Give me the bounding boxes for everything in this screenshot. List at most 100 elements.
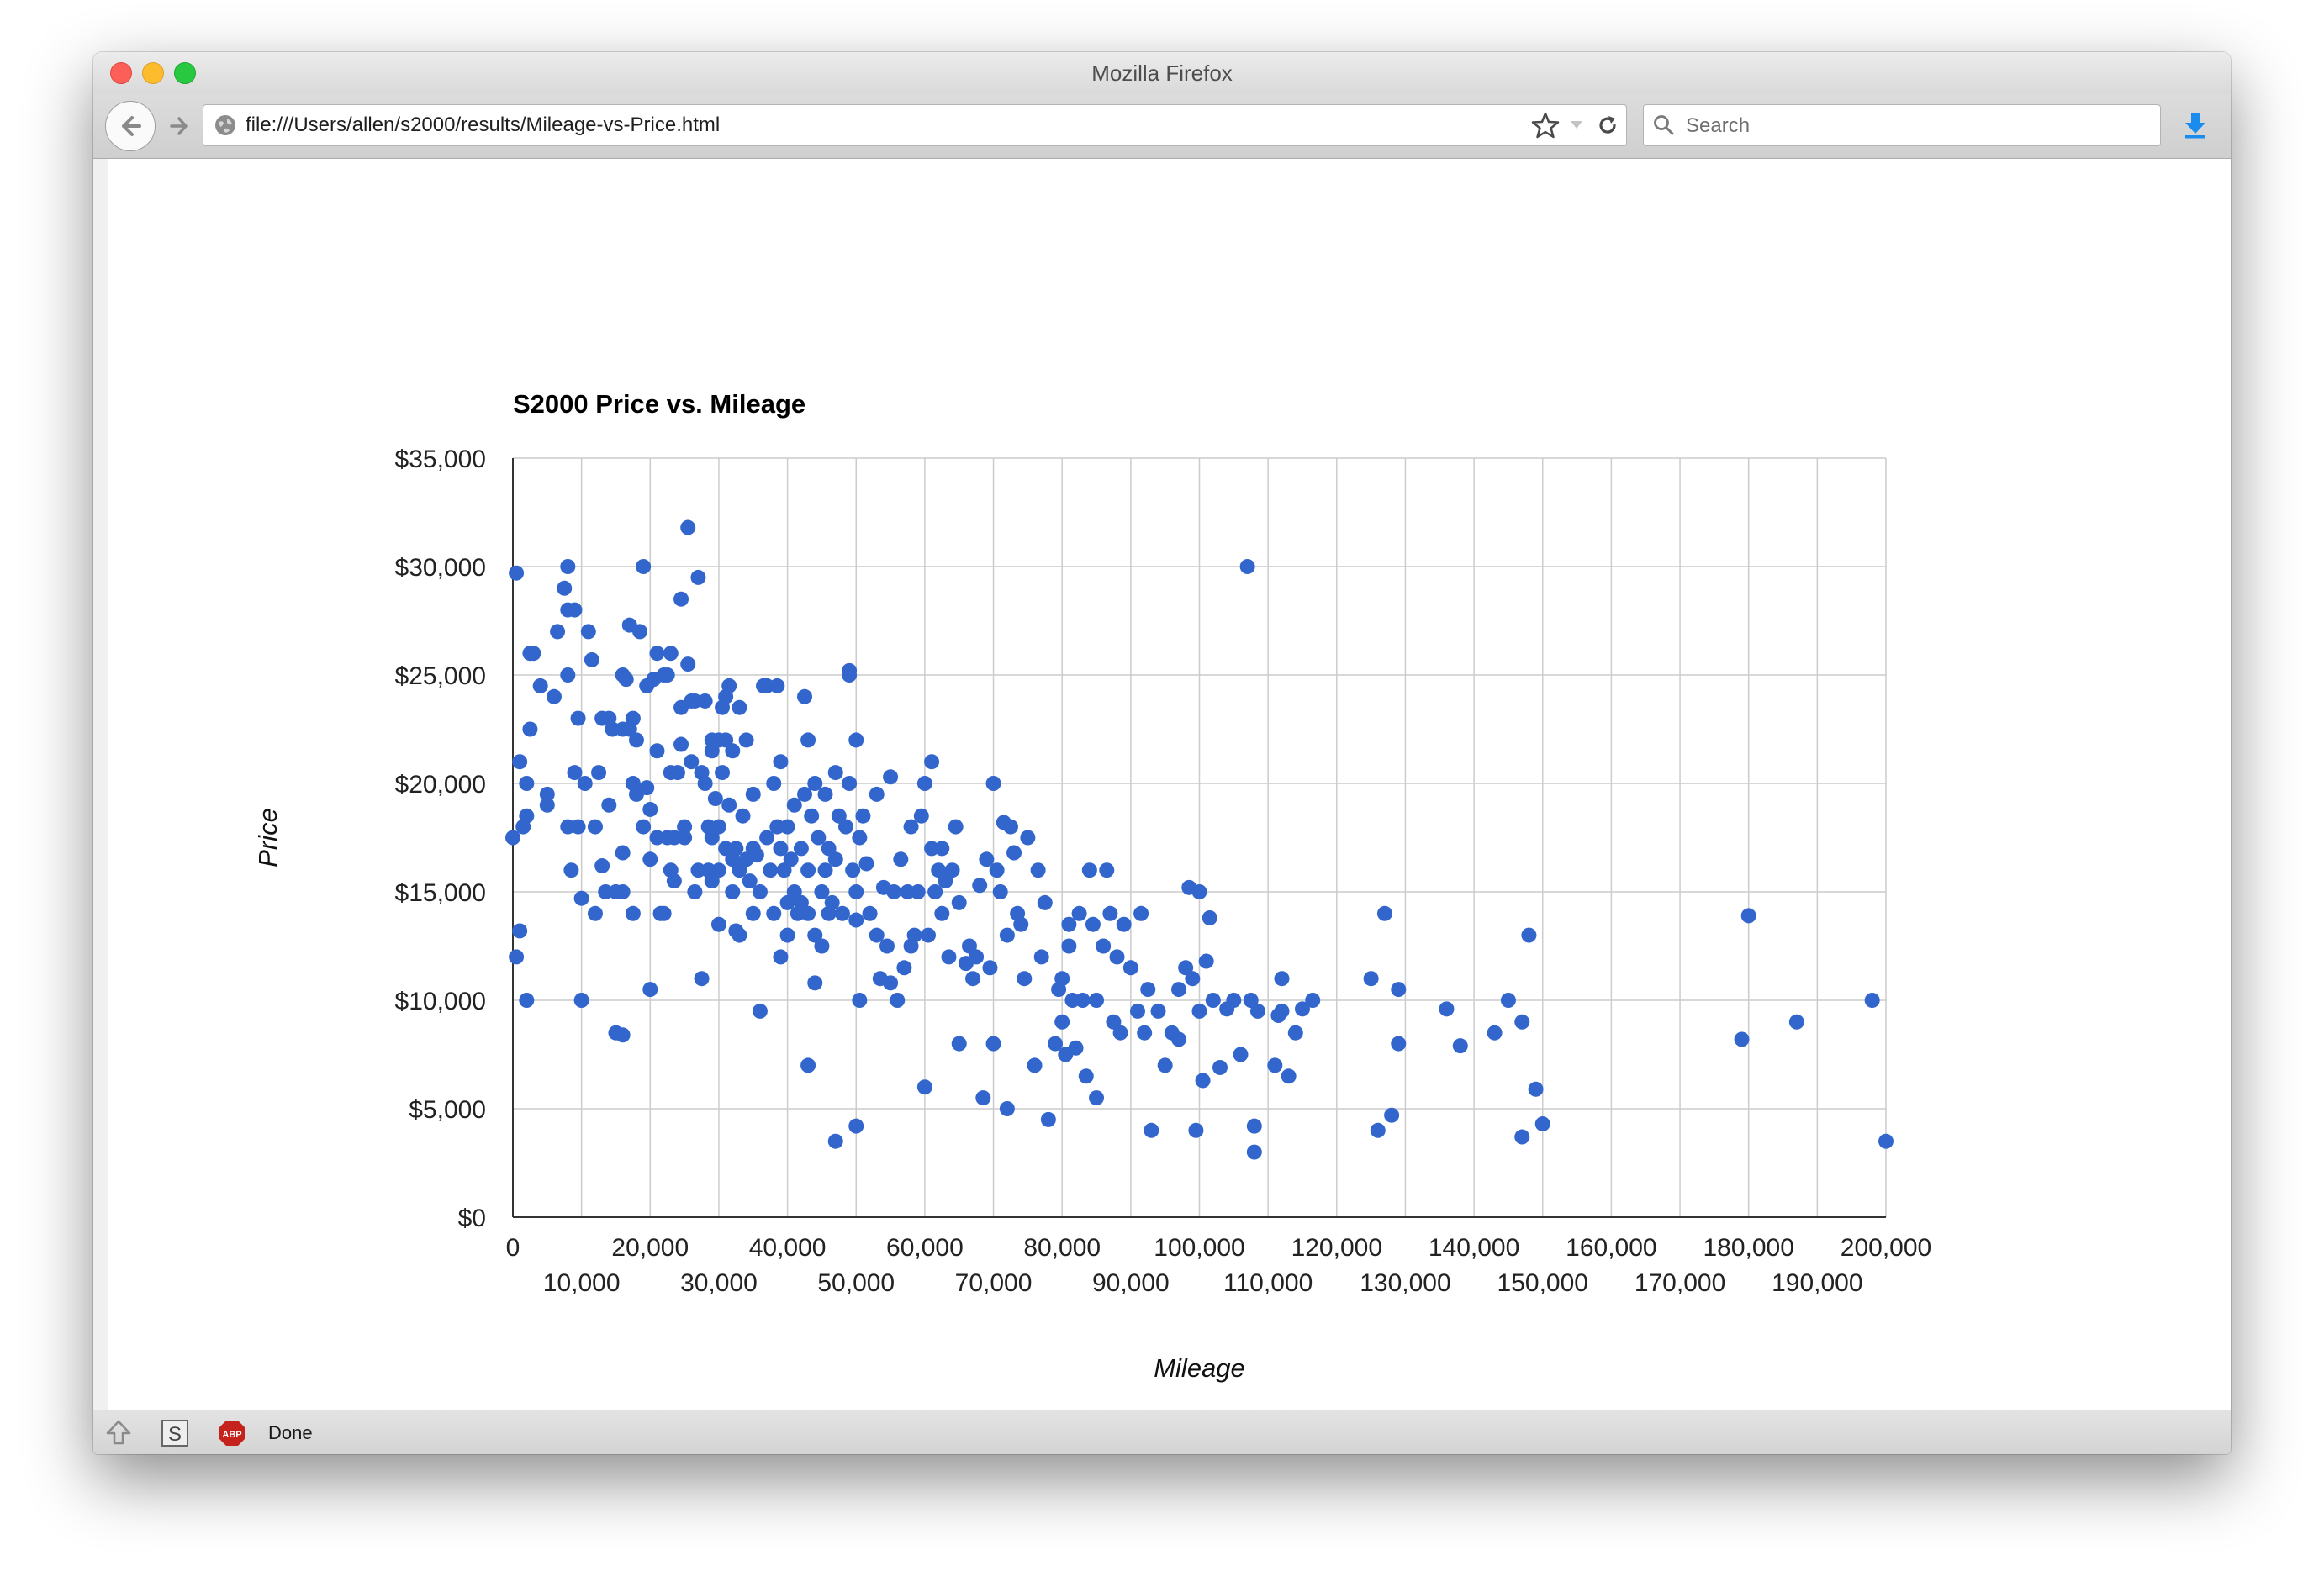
data-point bbox=[1267, 1057, 1283, 1073]
data-point bbox=[1068, 1040, 1084, 1056]
x-tick-label: 200,000 bbox=[1841, 1234, 1931, 1262]
close-window-button[interactable] bbox=[110, 62, 132, 84]
svg-text:S: S bbox=[168, 1423, 182, 1446]
data-point bbox=[1144, 1122, 1159, 1138]
x-tick-label: 150,000 bbox=[1497, 1269, 1588, 1297]
globe-icon bbox=[215, 115, 235, 135]
data-point bbox=[1112, 1025, 1128, 1041]
data-point bbox=[890, 993, 906, 1008]
data-point bbox=[704, 743, 720, 759]
data-point bbox=[985, 1036, 1001, 1052]
data-point bbox=[570, 710, 586, 726]
data-point bbox=[1528, 1081, 1544, 1097]
minimize-window-button[interactable] bbox=[142, 62, 164, 84]
url-text[interactable]: file:///Users/allen/s2000/results/Mileag… bbox=[246, 113, 721, 136]
data-point bbox=[1274, 971, 1290, 987]
s-box-icon[interactable]: S bbox=[161, 1419, 189, 1447]
data-point bbox=[804, 808, 820, 824]
data-point bbox=[773, 841, 789, 857]
data-point bbox=[505, 830, 520, 846]
up-arrow-icon[interactable] bbox=[105, 1419, 132, 1446]
data-point bbox=[931, 862, 947, 878]
download-arrow-icon[interactable] bbox=[2179, 108, 2212, 141]
data-point bbox=[728, 841, 744, 857]
data-point bbox=[807, 776, 823, 791]
y-tick-label: $10,000 bbox=[395, 988, 486, 1015]
data-point bbox=[951, 1036, 967, 1052]
data-point bbox=[1249, 1003, 1265, 1019]
abp-icon[interactable]: ABP bbox=[218, 1419, 246, 1447]
data-point bbox=[934, 841, 950, 857]
data-point bbox=[916, 776, 932, 791]
data-point bbox=[906, 927, 922, 943]
browser-window: Mozilla Firefox file:///Users/allen/s200… bbox=[93, 52, 2231, 1454]
data-point bbox=[786, 797, 802, 813]
data-point bbox=[560, 559, 576, 574]
data-point bbox=[742, 873, 758, 889]
data-point bbox=[1185, 971, 1201, 987]
data-point bbox=[1020, 830, 1036, 846]
data-point bbox=[1734, 1031, 1750, 1047]
data-point bbox=[659, 667, 675, 683]
data-point bbox=[522, 721, 538, 737]
reload-icon[interactable] bbox=[1594, 112, 1621, 139]
zoom-window-button[interactable] bbox=[174, 62, 196, 84]
data-point bbox=[1188, 1122, 1204, 1138]
data-point bbox=[1178, 960, 1194, 976]
data-point bbox=[690, 569, 706, 585]
data-point bbox=[800, 1057, 816, 1073]
data-point bbox=[1140, 982, 1156, 998]
data-point bbox=[1081, 862, 1097, 878]
data-point bbox=[1243, 993, 1259, 1008]
data-point bbox=[1171, 982, 1187, 998]
data-point bbox=[1878, 1133, 1894, 1149]
data-point bbox=[1102, 905, 1118, 921]
data-point bbox=[848, 884, 864, 899]
data-point bbox=[1089, 993, 1105, 1008]
data-point bbox=[1384, 1107, 1400, 1123]
data-point bbox=[989, 862, 1005, 878]
x-tick-label: 0 bbox=[506, 1234, 520, 1262]
x-tick-label: 100,000 bbox=[1154, 1234, 1244, 1262]
data-point bbox=[656, 905, 672, 921]
star-icon[interactable] bbox=[1530, 110, 1561, 140]
data-point bbox=[869, 786, 885, 802]
x-tick-label: 70,000 bbox=[955, 1269, 1033, 1297]
back-button[interactable] bbox=[105, 101, 156, 151]
data-point bbox=[1514, 1014, 1530, 1030]
search-bar[interactable]: Search bbox=[1643, 104, 2161, 146]
data-point bbox=[817, 786, 833, 802]
data-point bbox=[1040, 1111, 1056, 1127]
data-point bbox=[1171, 1031, 1187, 1047]
data-point bbox=[941, 949, 957, 965]
data-point bbox=[560, 667, 576, 683]
forward-button[interactable] bbox=[162, 111, 196, 141]
data-point bbox=[927, 884, 943, 899]
data-point bbox=[1130, 1003, 1146, 1019]
data-point bbox=[934, 905, 950, 921]
data-point bbox=[1096, 938, 1112, 954]
data-point bbox=[1191, 884, 1207, 899]
dropmarker-icon[interactable] bbox=[1567, 115, 1586, 134]
data-point bbox=[814, 938, 830, 954]
data-point bbox=[573, 993, 589, 1008]
tick-labels: $0 $5,000 $10,000 $15,000 $20,000 $25,000 $30,… bbox=[395, 446, 1932, 1297]
address-bar[interactable]: file:///Users/allen/s2000/results/Mileag… bbox=[203, 104, 1627, 146]
data-point bbox=[704, 873, 720, 889]
data-point bbox=[1157, 1057, 1173, 1073]
data-point bbox=[999, 1101, 1015, 1116]
data-point bbox=[1281, 1068, 1297, 1084]
magnifier-icon bbox=[1654, 115, 1674, 135]
data-point bbox=[632, 624, 648, 640]
search-placeholder[interactable]: Search bbox=[1686, 114, 1751, 137]
title-bar: Mozilla Firefox bbox=[93, 52, 2231, 94]
data-point bbox=[910, 884, 926, 899]
data-point bbox=[1452, 1038, 1468, 1054]
x-tick-label: 20,000 bbox=[611, 1234, 689, 1262]
data-point bbox=[519, 993, 535, 1008]
data-point bbox=[1195, 1073, 1211, 1089]
data-point bbox=[680, 656, 696, 672]
data-point bbox=[999, 927, 1015, 943]
data-point bbox=[1017, 971, 1033, 987]
data-point bbox=[618, 672, 634, 688]
